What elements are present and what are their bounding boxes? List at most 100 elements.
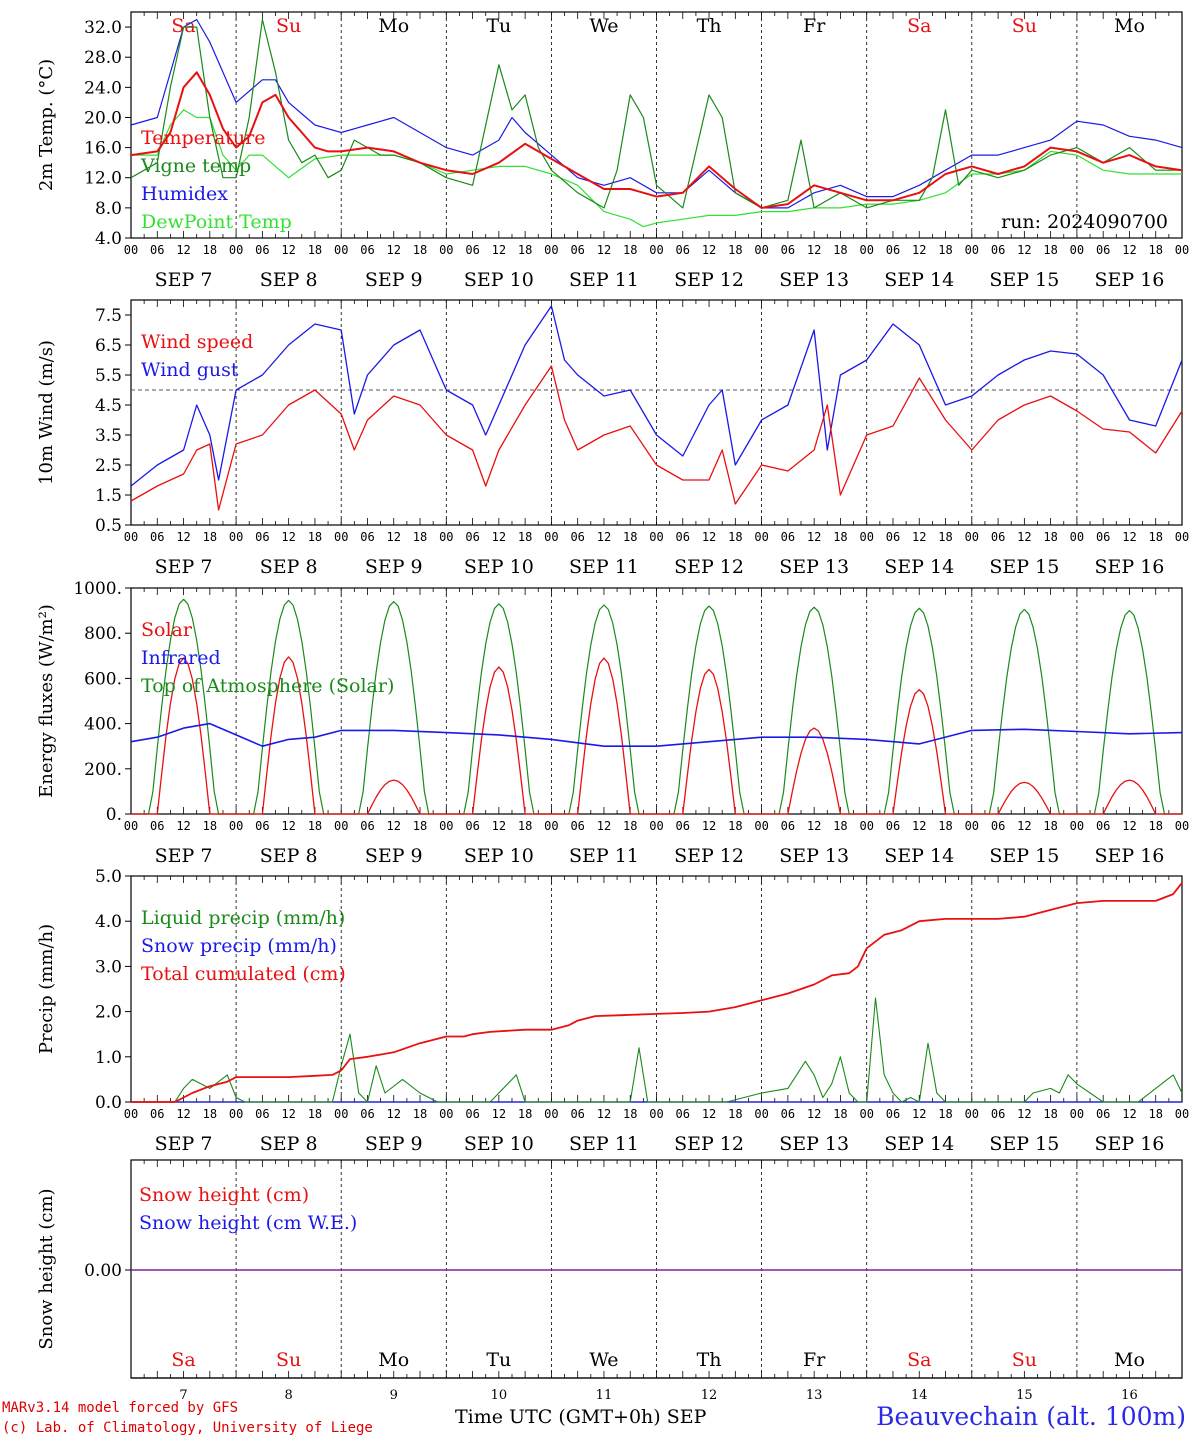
y-axis-label: 2m Temp. (°C) xyxy=(36,59,57,191)
y-tick-label: 6.5 xyxy=(95,336,122,356)
day-number: 7 xyxy=(179,1388,187,1403)
day-name: Sa xyxy=(171,1349,195,1371)
hour-tick-label: 18 xyxy=(938,243,952,257)
hour-tick-label: 18 xyxy=(413,530,427,544)
legend-entry: Total cumulated (cm) xyxy=(141,963,346,985)
hour-tick-label: 00 xyxy=(229,819,243,833)
hour-tick-label: 12 xyxy=(702,819,716,833)
hour-tick-label: 06 xyxy=(1096,243,1110,257)
series-line xyxy=(130,722,1183,748)
date-label: SEP 14 xyxy=(884,556,954,578)
hour-tick-label: 00 xyxy=(544,243,558,257)
y-tick-label: 24.0 xyxy=(84,78,122,98)
hour-tick-label: 12 xyxy=(387,819,401,833)
hour-tick-label: 00 xyxy=(965,243,979,257)
hour-tick-label: 12 xyxy=(387,1107,401,1121)
hour-tick-label: 18 xyxy=(1148,530,1162,544)
hour-tick-label: 12 xyxy=(176,243,190,257)
date-label: SEP 14 xyxy=(884,269,954,291)
y-tick-label: 3.0 xyxy=(95,957,122,977)
y-tick-label: 4.0 xyxy=(95,912,122,932)
hour-tick-label: 12 xyxy=(597,819,611,833)
date-label: SEP 13 xyxy=(779,1133,849,1155)
day-name: Su xyxy=(276,1349,301,1371)
y-tick-label: 16.0 xyxy=(84,139,122,159)
hour-tick-label: 00 xyxy=(439,530,453,544)
hour-tick-label: 12 xyxy=(176,819,190,833)
series-line xyxy=(130,18,1182,209)
date-label: SEP 13 xyxy=(779,845,849,867)
y-axis-label: 10m Wind (m/s) xyxy=(36,340,57,485)
hour-tick-label: 18 xyxy=(1043,819,1057,833)
hour-tick-label: 06 xyxy=(360,819,374,833)
hour-tick-label: 18 xyxy=(1043,530,1057,544)
hour-tick-label: 06 xyxy=(1096,530,1110,544)
y-tick-label: 400. xyxy=(84,715,122,735)
hour-tick-label: 06 xyxy=(676,819,690,833)
hour-tick-label: 18 xyxy=(623,819,637,833)
hour-tick-label: 12 xyxy=(702,1107,716,1121)
series-line xyxy=(131,882,1183,1103)
hour-tick-label: 00 xyxy=(124,819,138,833)
legend-entry: DewPoint Temp xyxy=(141,211,292,233)
hour-tick-label: 00 xyxy=(859,243,873,257)
hour-tick-label: 06 xyxy=(255,1107,269,1121)
date-label: SEP 7 xyxy=(155,556,213,578)
hour-tick-label: 12 xyxy=(1122,819,1136,833)
hour-tick-label: 06 xyxy=(991,243,1005,257)
hour-tick-label: 12 xyxy=(1017,243,1031,257)
day-name: Mo xyxy=(378,1349,409,1371)
panel-frame xyxy=(130,299,1183,526)
hour-tick-label: 00 xyxy=(439,819,453,833)
hour-tick-label: 06 xyxy=(781,1107,795,1121)
date-label: SEP 15 xyxy=(989,556,1059,578)
y-tick-label: 0. xyxy=(106,805,122,825)
hour-tick-label: 00 xyxy=(334,530,348,544)
date-label: SEP 8 xyxy=(260,1133,318,1155)
hour-tick-label: 00 xyxy=(124,1107,138,1121)
series-line xyxy=(131,656,1182,815)
y-tick-label: 1.0 xyxy=(95,1048,122,1068)
day-number: 10 xyxy=(491,1388,508,1403)
hour-tick-label: 06 xyxy=(991,530,1005,544)
date-label: SEP 9 xyxy=(365,845,423,867)
hour-tick-label: 06 xyxy=(781,819,795,833)
day-name: Sa xyxy=(171,15,195,37)
hour-tick-label: 18 xyxy=(308,243,322,257)
date-label: SEP 15 xyxy=(989,269,1059,291)
hour-tick-label: 06 xyxy=(570,530,584,544)
hour-tick-label: 12 xyxy=(281,530,295,544)
hour-tick-label: 18 xyxy=(938,819,952,833)
hour-tick-label: 00 xyxy=(754,1107,768,1121)
series-line xyxy=(131,109,1182,228)
hour-tick-label: 06 xyxy=(1096,1107,1110,1121)
hour-tick-label: 06 xyxy=(465,1107,479,1121)
hour-tick-label: 12 xyxy=(912,243,926,257)
legend-entry: Snow height (cm) xyxy=(139,1184,309,1206)
hour-tick-label: 00 xyxy=(859,819,873,833)
day-name: Mo xyxy=(378,15,409,37)
hour-tick-label: 12 xyxy=(387,243,401,257)
hour-tick-label: 00 xyxy=(859,530,873,544)
hour-tick-label: 18 xyxy=(518,243,532,257)
hour-tick-label: 06 xyxy=(465,819,479,833)
hour-tick-label: 12 xyxy=(492,530,506,544)
hour-tick-label: 18 xyxy=(623,1107,637,1121)
y-tick-label: 0.00 xyxy=(84,1261,122,1281)
hour-tick-label: 00 xyxy=(1070,530,1084,544)
hour-tick-label: 18 xyxy=(833,530,847,544)
hour-tick-label: 18 xyxy=(1043,1107,1057,1121)
hour-tick-label: 06 xyxy=(360,243,374,257)
date-label: SEP 11 xyxy=(569,556,639,578)
hour-tick-label: 00 xyxy=(334,819,348,833)
day-number: 8 xyxy=(285,1388,293,1403)
panel-5: 0.00 Snow height (cm) Snow height (cm) Snow… xyxy=(36,1159,1183,1403)
day-number: 13 xyxy=(806,1388,823,1403)
hour-tick-label: 00 xyxy=(544,530,558,544)
hour-tick-label: 00 xyxy=(1070,819,1084,833)
date-label: SEP 12 xyxy=(674,269,744,291)
hour-tick-label: 12 xyxy=(1017,819,1031,833)
y-tick-label: 5.5 xyxy=(95,366,122,386)
hour-tick-label: 06 xyxy=(150,530,164,544)
